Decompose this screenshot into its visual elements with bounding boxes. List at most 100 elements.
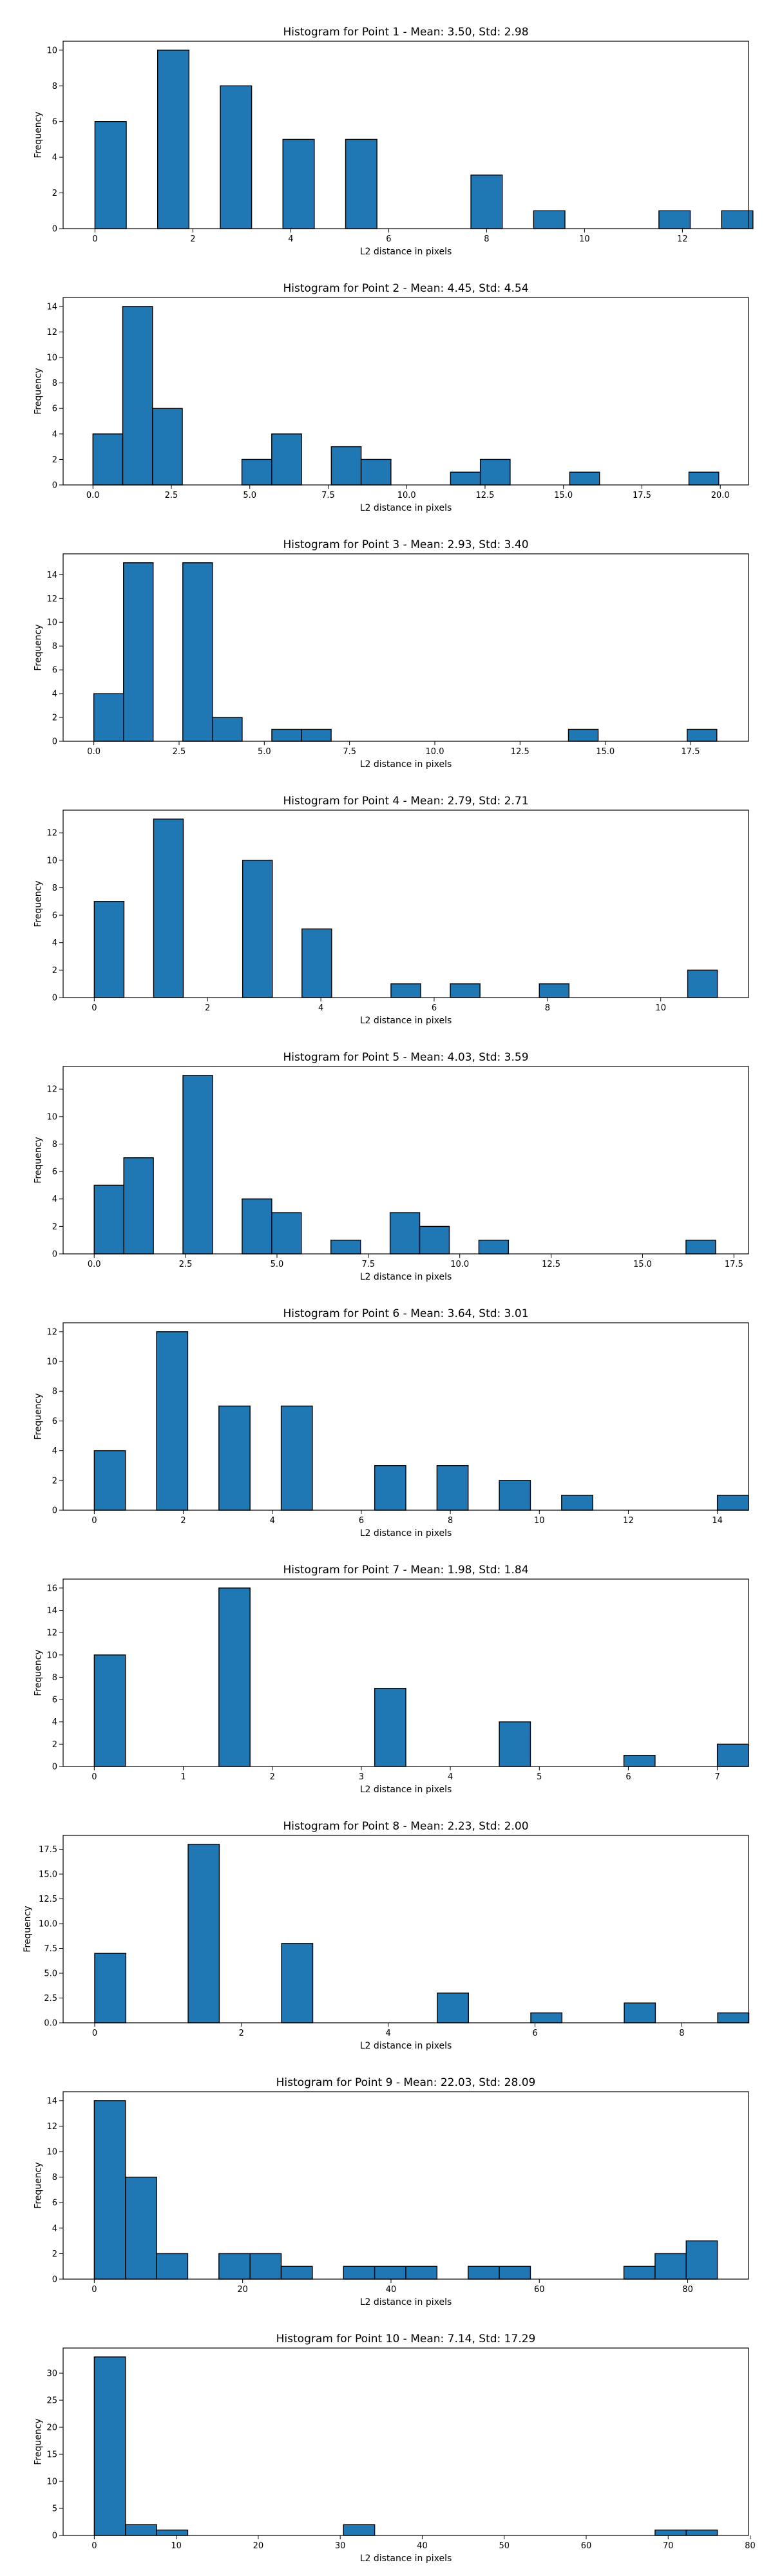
- histogram-bar: [374, 1688, 406, 1767]
- y-tick-label: 8: [52, 1673, 57, 1683]
- x-axis-label: L2 distance in pixels: [360, 1016, 452, 1026]
- x-tick-label: 0: [91, 2541, 97, 2551]
- y-axis-label: Frequency: [33, 1137, 44, 1183]
- x-axis-label: L2 distance in pixels: [360, 2041, 452, 2051]
- y-axis-label: Frequency: [33, 1393, 44, 1439]
- chart-title: Histogram for Point 5 - Mean: 4.03, Std:…: [283, 1051, 528, 1064]
- histogram-bar: [271, 728, 302, 742]
- x-tick-label: 6: [432, 1003, 437, 1013]
- x-tick-label: 4: [386, 2029, 391, 2038]
- x-tick-label: 10.0: [426, 747, 444, 757]
- x-tick-label: 2: [239, 2029, 244, 2038]
- x-axis-label: L2 distance in pixels: [360, 1272, 452, 1282]
- y-tick-label: 12: [46, 2122, 57, 2132]
- plot-frame: [62, 2091, 749, 2280]
- x-tick-label: 7.5: [343, 747, 356, 757]
- histogram-bar: [658, 210, 691, 229]
- histogram-bar: [499, 1480, 531, 1511]
- histogram-bar: [717, 2012, 750, 2023]
- x-tick-label: 5.0: [243, 491, 256, 500]
- histogram-bar: [125, 2176, 157, 2280]
- x-tick-label: 8: [448, 1516, 453, 1526]
- histogram-bar: [242, 860, 273, 998]
- y-axis-label: Frequency: [33, 880, 44, 927]
- x-tick-label: 14: [712, 1516, 723, 1526]
- plot-frame: [62, 41, 749, 229]
- histogram-bar: [280, 1405, 313, 1511]
- x-tick-label: 0.0: [88, 1260, 101, 1269]
- x-axis-label: L2 distance in pixels: [360, 2297, 452, 2307]
- y-tick-label: 12.5: [39, 1895, 57, 1904]
- y-tick-label: 5: [52, 2505, 57, 2514]
- x-axis-label: L2 distance in pixels: [360, 2553, 452, 2564]
- x-tick-label: 4: [318, 1003, 323, 1013]
- y-tick-label: 2: [52, 966, 57, 976]
- histogram-bar: [569, 471, 600, 486]
- x-tick-label: 0.0: [87, 747, 100, 757]
- y-tick-label: 20: [46, 2423, 57, 2433]
- plot-frame: [62, 553, 749, 742]
- histogram-bar: [218, 2253, 251, 2280]
- x-tick-label: 8: [545, 1003, 550, 1013]
- y-tick-label: 0: [52, 994, 57, 1003]
- histogram-bar: [436, 1465, 469, 1511]
- plot-frame: [62, 1066, 749, 1255]
- histogram-bar: [450, 471, 481, 486]
- x-axis-label: L2 distance in pixels: [360, 759, 452, 770]
- x-tick-label: 0.0: [86, 491, 100, 500]
- y-tick-label: 8: [52, 1140, 57, 1150]
- histogram-panel: 0.0 2.5 5.0 7.5 10.0 12.5 15.0 17.5 20.0 0 2 4 6 8 10 1…: [33, 282, 749, 513]
- x-tick-label: 15.0: [554, 491, 573, 500]
- y-tick-label: 2: [52, 714, 57, 723]
- histogram-bar: [687, 969, 718, 998]
- x-tick-label: 4: [448, 1772, 453, 1782]
- x-axis-label: L2 distance in pixels: [360, 247, 452, 257]
- y-tick-label: 10: [46, 2148, 57, 2157]
- x-tick-label: 15.0: [633, 1260, 652, 1269]
- histogram-bar: [152, 408, 183, 486]
- x-tick-label: 20: [237, 2285, 248, 2295]
- histogram-panel: 0 2 4 6 8 0.0 2.5 5.0 7.5 10.0 12.5 15.0 17.5 Histogr…: [23, 1820, 750, 2051]
- y-tick-label: 10: [46, 354, 57, 363]
- x-axis-label: L2 distance in pixels: [360, 503, 452, 513]
- x-tick-label: 0: [92, 234, 97, 244]
- x-tick-label: 8: [679, 2029, 684, 2038]
- histogram-bar: [125, 2524, 157, 2536]
- x-tick-label: 12.5: [511, 747, 530, 757]
- histogram-bar: [389, 1212, 421, 1255]
- y-tick-label: 16: [46, 1584, 57, 1593]
- y-tick-label: 2: [52, 2249, 57, 2259]
- x-tick-label: 10.0: [397, 491, 416, 500]
- histogram-bar: [623, 1754, 656, 1767]
- histogram-bar: [687, 728, 718, 742]
- histogram-bar: [716, 1495, 749, 1511]
- y-tick-label: 4: [52, 153, 57, 163]
- histogram-bar: [242, 1198, 272, 1255]
- histogram-bar: [561, 1495, 593, 1511]
- x-tick-label: 5.0: [271, 1260, 284, 1269]
- y-tick-label: 0: [52, 481, 57, 491]
- histogram-bar: [182, 562, 213, 742]
- histogram-bar: [419, 1226, 450, 1255]
- histogram-bar: [470, 175, 503, 229]
- histogram-bar: [93, 2356, 126, 2536]
- y-tick-label: 2: [52, 1740, 57, 1750]
- x-tick-label: 7.5: [361, 1260, 375, 1269]
- x-tick-label: 0: [91, 1772, 97, 1782]
- y-tick-label: 6: [52, 911, 57, 921]
- x-tick-label: 2: [205, 1003, 210, 1013]
- x-tick-label: 2: [270, 1772, 275, 1782]
- histogram-bar: [301, 728, 332, 742]
- histogram-bar: [330, 1239, 361, 1255]
- histogram-bar: [122, 306, 153, 486]
- y-tick-label: 15.0: [39, 1870, 57, 1880]
- x-tick-label: 17.5: [725, 1260, 743, 1269]
- y-tick-label: 8: [52, 1387, 57, 1397]
- x-tick-label: 12: [623, 1516, 634, 1526]
- x-tick-label: 1: [180, 1772, 186, 1782]
- x-tick-label: 20: [253, 2541, 264, 2551]
- histogram-bar: [330, 446, 362, 486]
- x-tick-label: 6: [532, 2029, 537, 2038]
- histogram-bar: [685, 2240, 718, 2280]
- histogram-bar: [282, 138, 315, 229]
